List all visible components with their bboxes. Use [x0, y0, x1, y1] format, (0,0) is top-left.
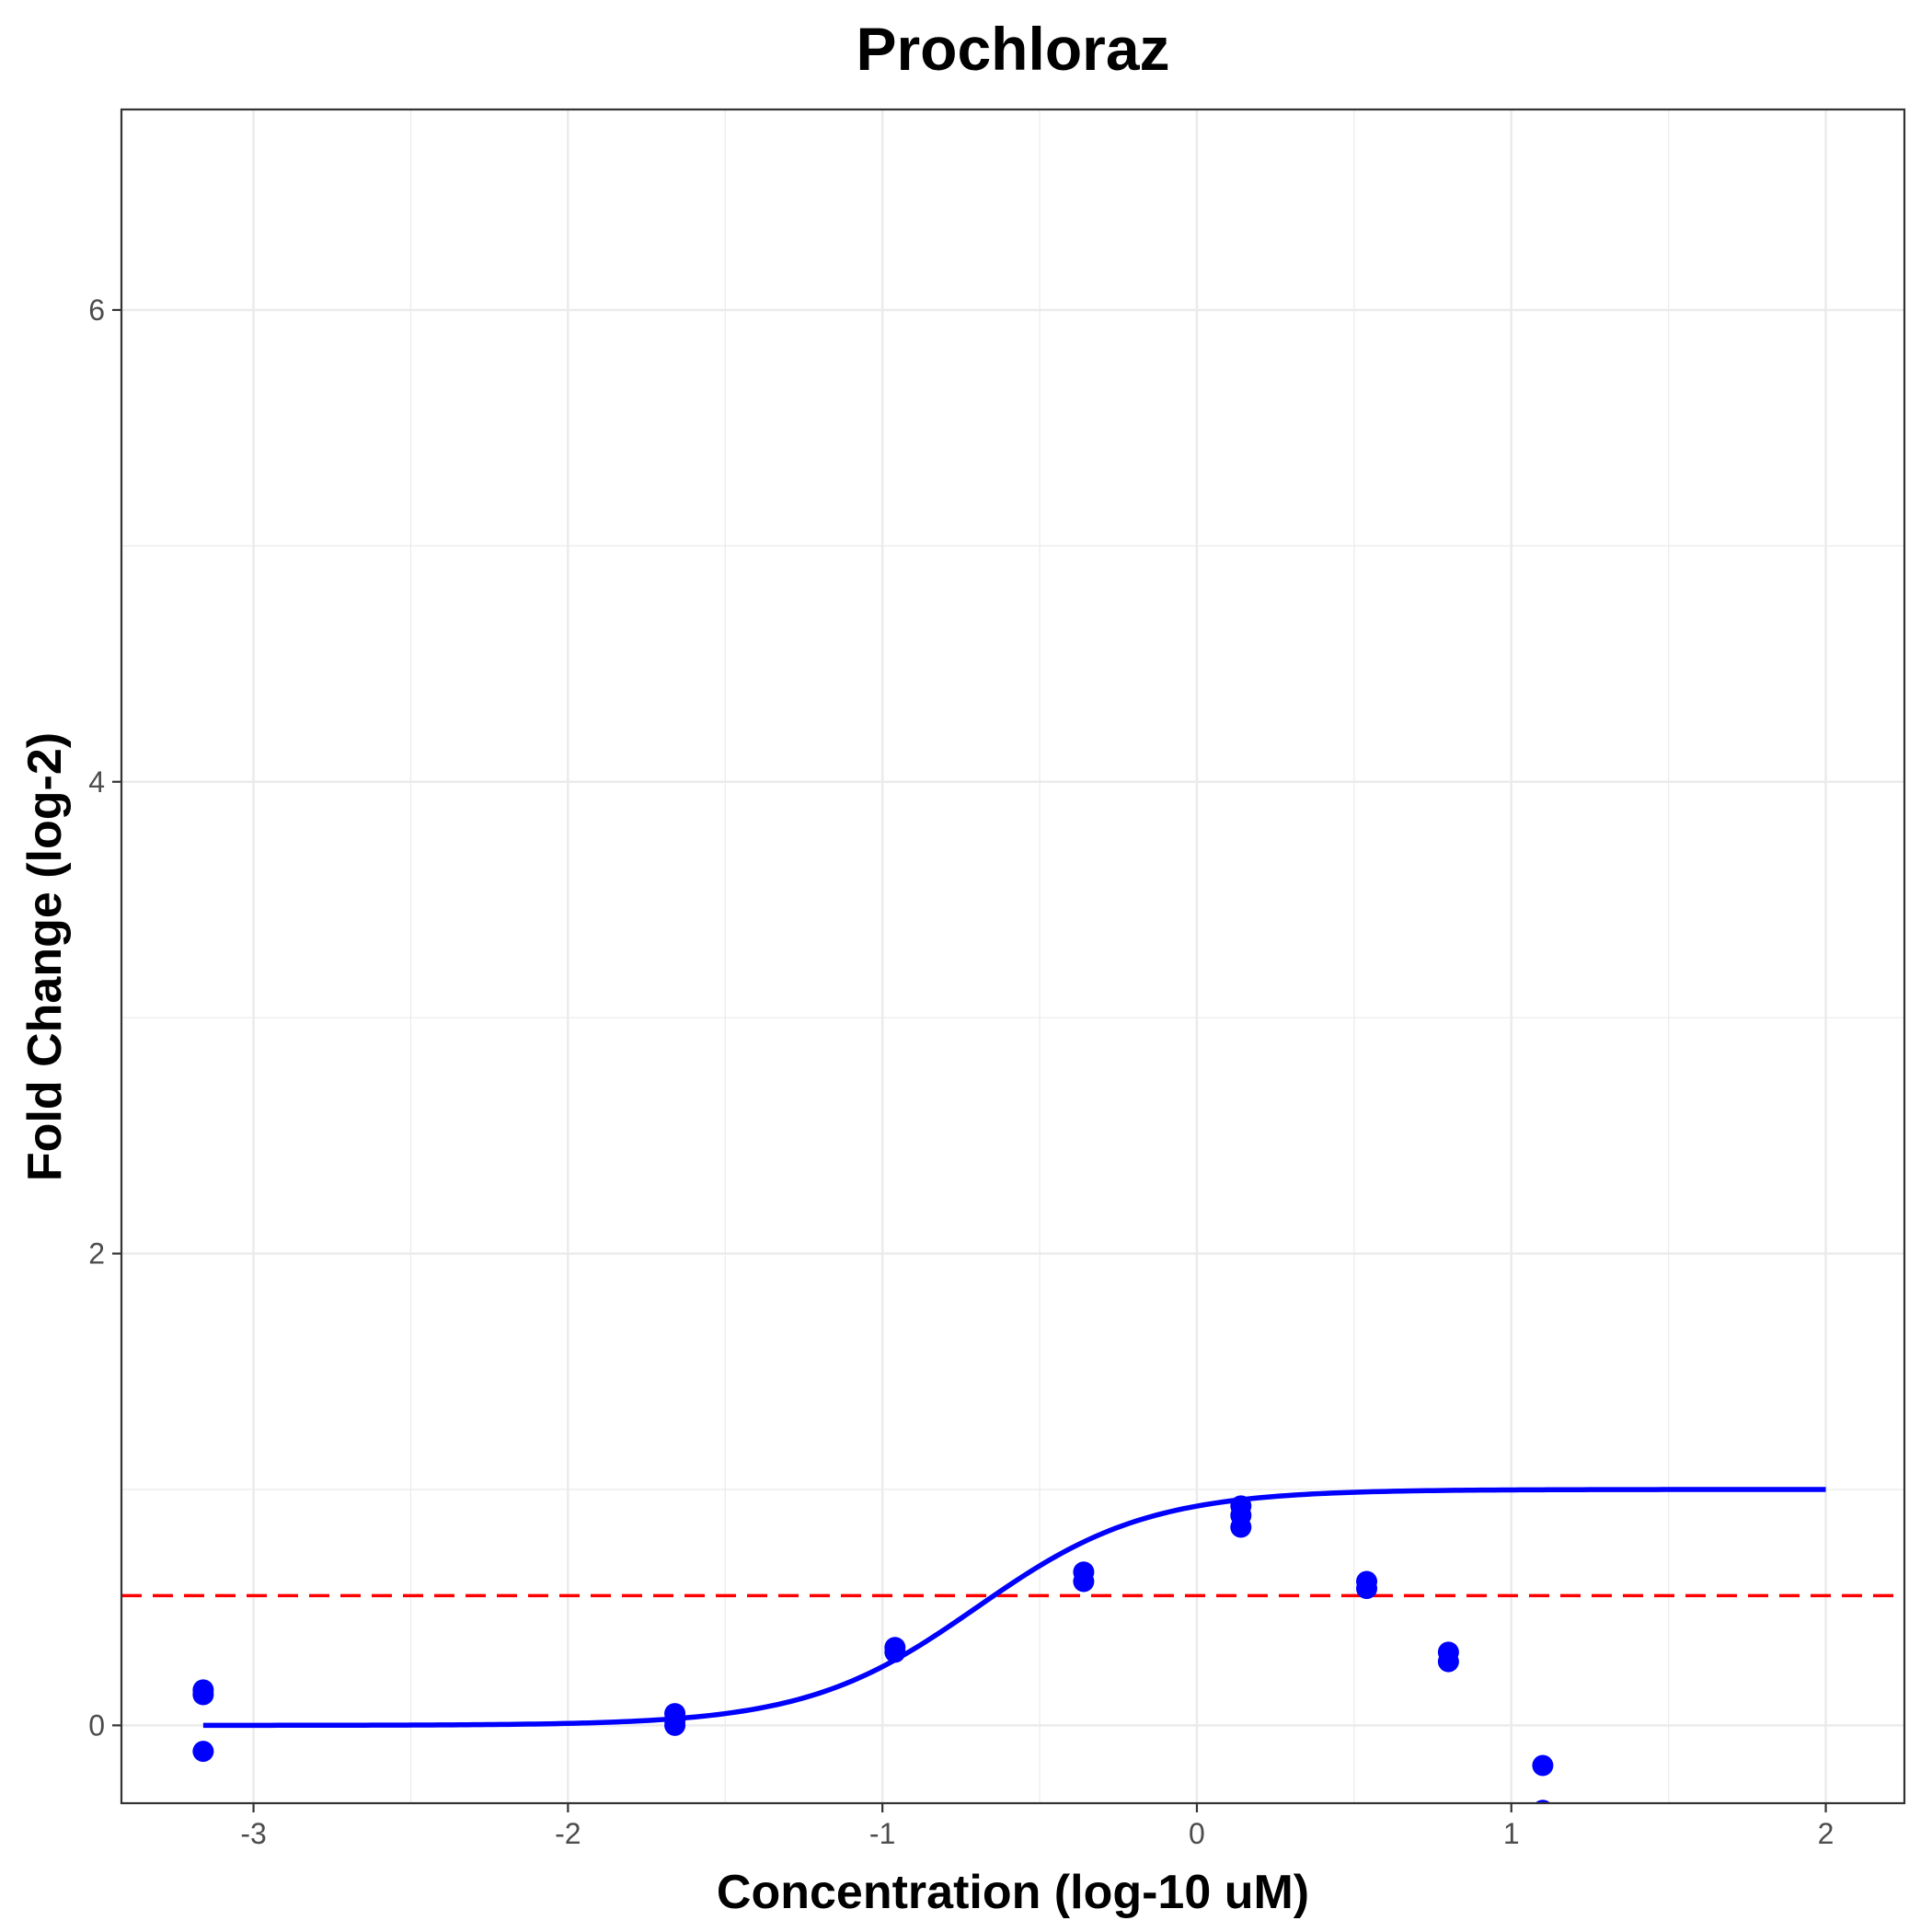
- plot-background: [121, 109, 1904, 1803]
- y-axis-title: Fold Change (log-2): [18, 732, 72, 1181]
- x-tick-label: 0: [1189, 1817, 1205, 1850]
- data-point: [192, 1685, 213, 1706]
- data-point: [1073, 1570, 1094, 1592]
- data-point: [1532, 1754, 1553, 1776]
- data-point: [664, 1715, 685, 1736]
- x-tick-label: 1: [1503, 1817, 1520, 1850]
- data-point: [1230, 1517, 1251, 1538]
- y-tick-label: 0: [88, 1708, 105, 1742]
- x-axis-title: Concentration (log-10 uM): [717, 1866, 1309, 1919]
- x-tick-label: -3: [240, 1817, 266, 1850]
- y-tick-label: 6: [88, 293, 105, 327]
- data-point: [1356, 1578, 1377, 1599]
- y-tick-label: 4: [88, 765, 105, 799]
- x-tick-label: -2: [555, 1817, 581, 1850]
- data-point: [192, 1741, 213, 1762]
- x-tick-label: -1: [869, 1817, 895, 1850]
- data-point: [884, 1641, 905, 1662]
- data-point: [1438, 1651, 1459, 1673]
- y-tick-label: 2: [88, 1237, 105, 1271]
- chart-title: Prochloraz: [856, 15, 1169, 83]
- x-tick-label: 2: [1818, 1817, 1834, 1850]
